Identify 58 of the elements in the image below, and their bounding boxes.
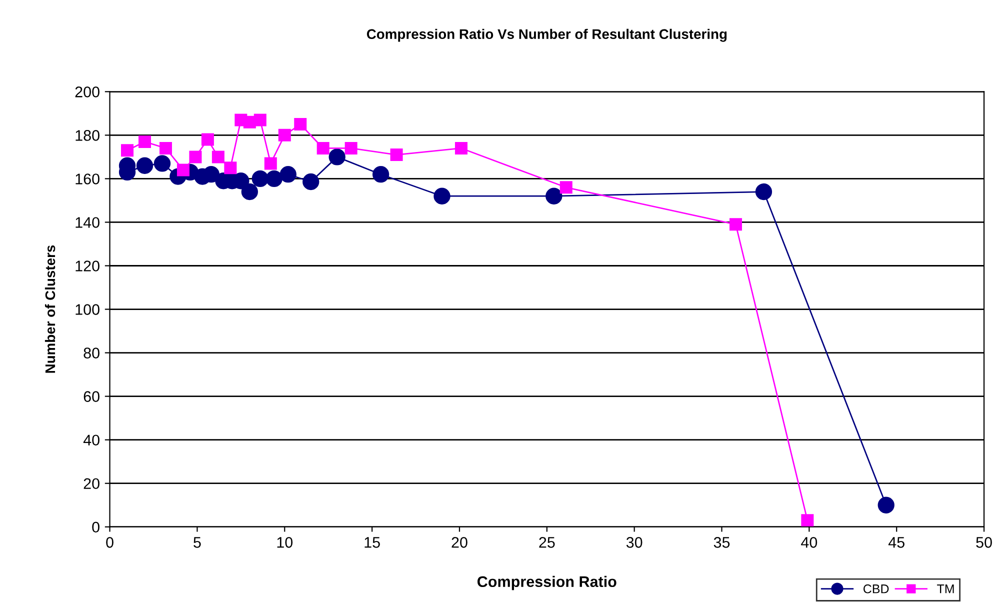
point [280, 166, 296, 183]
point [755, 183, 772, 200]
x-tick-label: 10 [277, 537, 293, 548]
point [328, 148, 346, 166]
y-tick-label: 20 [84, 478, 100, 490]
point [224, 162, 237, 174]
x-tick-label: 25 [539, 537, 555, 548]
x-tick-label: 5 [194, 537, 201, 548]
x-tick-label: 40 [801, 537, 818, 548]
x-tick-label: 15 [364, 537, 380, 548]
point [302, 173, 320, 190]
y-tick-label: 200 [75, 86, 100, 98]
chart-title: Compression Ratio Vs Number of Resultant Clustering [366, 28, 727, 42]
point [136, 157, 154, 174]
x-tick-label: 45 [888, 537, 904, 548]
x-tick-label: 0 [106, 537, 114, 548]
point [252, 170, 268, 188]
point [212, 150, 224, 164]
point [344, 142, 358, 154]
point [189, 150, 202, 164]
y-tick-label: 40 [83, 434, 100, 446]
legend-label: TM [937, 584, 954, 594]
point [546, 188, 562, 204]
point [154, 155, 171, 172]
point [294, 118, 307, 131]
y-axis-title: Number of Clusters [44, 245, 56, 373]
point [454, 142, 468, 154]
point [241, 183, 258, 200]
point [560, 181, 572, 194]
y-tick-label: 60 [84, 391, 100, 402]
y-tick-label: 120 [76, 260, 100, 272]
x-axis-title: Compression Ratio [478, 576, 616, 590]
point [266, 170, 282, 188]
y-tick-label: 80 [84, 348, 100, 358]
point [878, 496, 894, 514]
legend-label: CBD [864, 584, 889, 594]
point [278, 128, 291, 142]
point [264, 157, 277, 170]
point [159, 142, 172, 154]
x-tick-label: 35 [714, 537, 730, 548]
y-tick-label: 0 [92, 522, 100, 533]
x-tick-label: 20 [452, 537, 468, 548]
point [316, 142, 330, 154]
point [254, 114, 266, 126]
point [372, 166, 390, 183]
point [434, 188, 450, 204]
point [390, 148, 403, 162]
y-tick-label: 140 [76, 217, 100, 228]
x-tick-label: 30 [626, 537, 642, 548]
point [201, 133, 214, 146]
point [729, 218, 742, 231]
x-tick-label: 50 [976, 537, 992, 548]
y-tick-label: 160 [76, 174, 100, 184]
y-tick-label: 180 [76, 130, 100, 141]
point [138, 135, 151, 148]
point [801, 514, 814, 527]
y-tick-label: 100 [76, 304, 100, 315]
point [121, 144, 134, 157]
